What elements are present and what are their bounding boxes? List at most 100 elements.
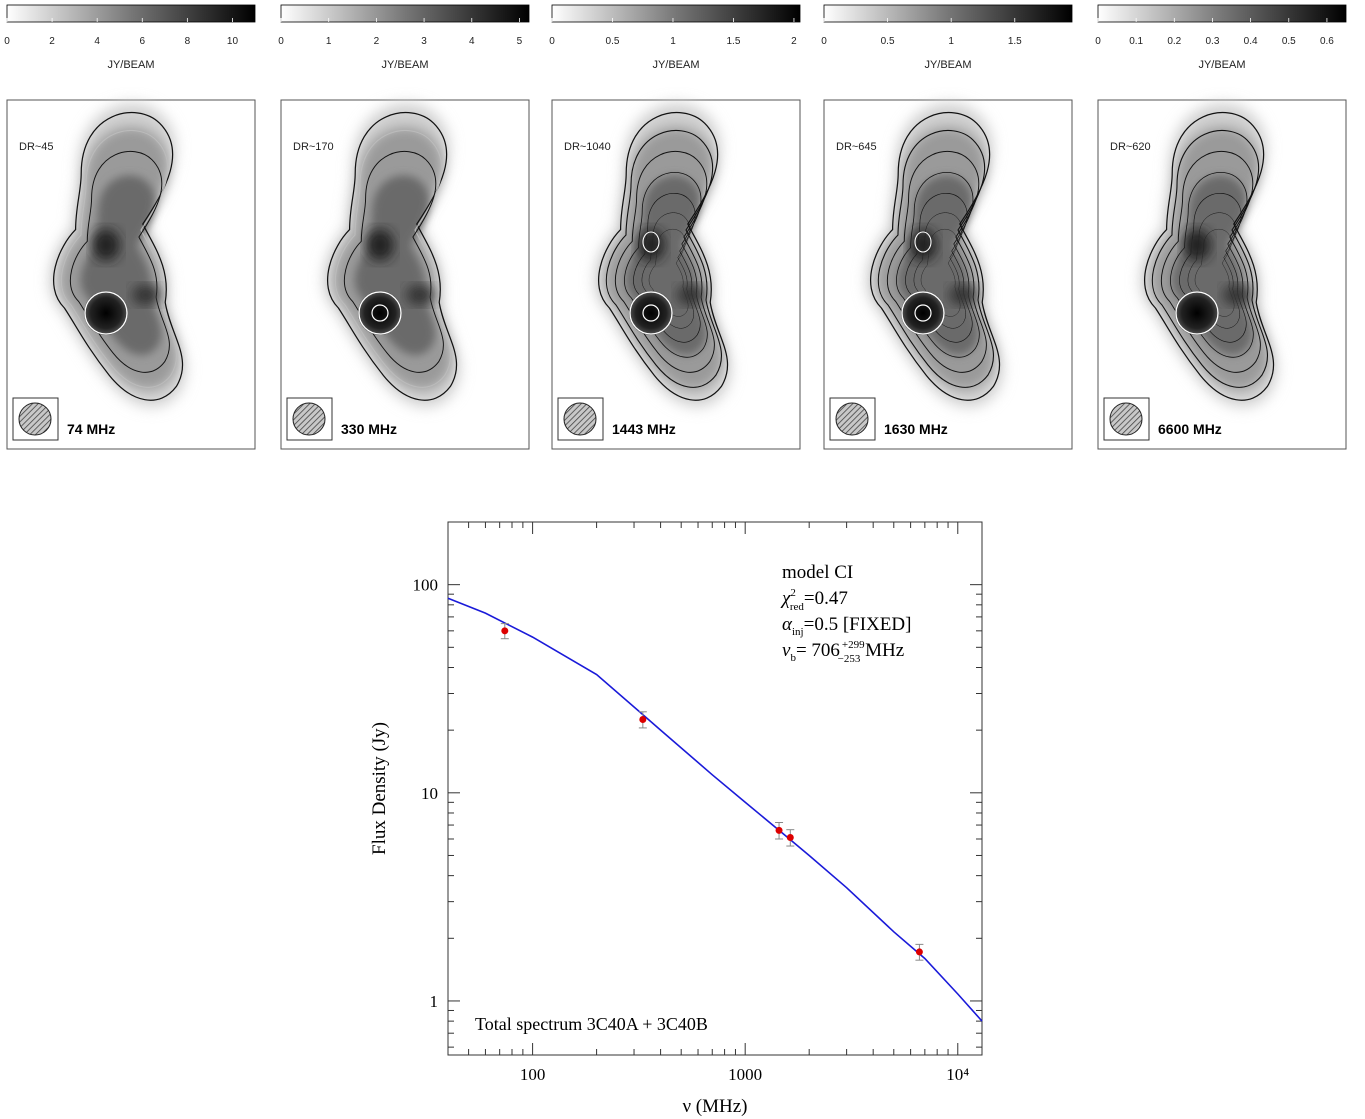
northern-hotspot: [1183, 229, 1211, 261]
data-point: [915, 948, 923, 956]
contour: [624, 171, 708, 358]
y-tick-label: 10: [421, 784, 438, 803]
colorbar-tick-label: 0: [278, 36, 284, 47]
colorbar-tick-label: 2: [791, 36, 797, 47]
core-contour: [1175, 291, 1219, 335]
annotation-unit: MHz: [860, 640, 904, 661]
beam-ellipse: [18, 402, 52, 436]
colorbar-tick-label: 0: [821, 36, 827, 47]
frequency-label: 330 MHz: [341, 421, 397, 437]
dynamic-range-label: DR~645: [836, 141, 877, 153]
contour: [1144, 111, 1275, 401]
data-point-group: [638, 711, 647, 729]
hotspot-contour: [914, 231, 932, 253]
colorbar-tick-label: 4: [94, 36, 100, 47]
northern-hotspot: [92, 229, 120, 261]
annotation-value: = 706: [796, 640, 840, 661]
annotation-line: αinj=0.5 [FIXED]: [782, 614, 911, 638]
beam-ellipse: [835, 402, 869, 436]
annotation-line: χ2 red=0.47: [780, 587, 848, 613]
annotation-sub: inj: [792, 626, 804, 638]
colorbar-tick-label: 5: [517, 36, 523, 47]
colorbar-tick-label: 8: [185, 36, 191, 47]
northern-hotspot: [366, 229, 394, 261]
map-panel: 0 0.1 0.2 0.3 0.4 0.5 0.6 JY/BEAM DR~620 6600 MHz: [1095, 4, 1347, 450]
core-contour: [84, 291, 128, 335]
colorbar-unit: JY/BEAM: [381, 59, 428, 71]
contour: [53, 111, 184, 401]
contour: [905, 193, 973, 343]
contour: [614, 151, 715, 373]
contour: [60, 130, 177, 388]
colorbar-tick-label: 3: [421, 36, 427, 47]
contour: [327, 111, 458, 401]
map-panel: 0 1 2 3 4 5 JY/BEAM DR~170 330 MHz: [278, 4, 530, 450]
contour: [913, 212, 966, 329]
colorbar-tick-label: 0.5: [881, 36, 895, 47]
eastern-knot: [132, 285, 160, 305]
colorbar-tick-label: 1: [326, 36, 332, 47]
spectrum-chart: 100 1000 10⁴ 1 10 100 ν (MHz) Flux Density (Jy)…: [369, 521, 983, 1117]
core-contour: [358, 291, 402, 335]
annotation-value: =0.5 [FIXED]: [804, 614, 912, 635]
eastern-knot: [677, 285, 705, 305]
data-point-group: [915, 943, 924, 961]
annotation-value: =0.47: [804, 588, 848, 609]
y-axis-label: Flux Density (Jy): [369, 722, 390, 855]
frequency-label: 6600 MHz: [1158, 421, 1222, 437]
contour: [598, 111, 729, 401]
plot-footer-label: Total spectrum 3C40A + 3C40B: [475, 1014, 708, 1034]
frequency-label: 1630 MHz: [884, 421, 948, 437]
colorbar-tick-label: 0: [4, 36, 10, 47]
colorbar-tick-label: 6: [139, 36, 145, 47]
dynamic-range-label: DR~45: [19, 141, 54, 153]
data-point: [786, 833, 794, 841]
colorbar: [1097, 4, 1347, 23]
core-source: [901, 291, 945, 335]
colorbar-tick-label: 1: [948, 36, 954, 47]
eastern-knot: [406, 285, 434, 305]
colorbar-tick-label: 0.2: [1167, 36, 1181, 47]
data-point: [639, 716, 647, 724]
colorbar-tick-label: 1.5: [1008, 36, 1022, 47]
colorbar-tick-label: 0.1: [1129, 36, 1143, 47]
y-tick-label: 1: [430, 992, 439, 1011]
frequency-label: 1443 MHz: [612, 421, 676, 437]
map-panel: 0 0.5 1 1.5 JY/BEAM DR~645 1630 MHz: [821, 4, 1073, 450]
plot-frame: [447, 521, 983, 1056]
annotation-sub: b: [790, 652, 796, 664]
colorbar-unit: JY/BEAM: [924, 59, 971, 71]
contour: [648, 229, 689, 317]
eastern-knot: [949, 285, 977, 305]
eastern-knot: [1223, 285, 1251, 305]
annotation-title: model CI: [782, 562, 853, 583]
northern-hotspot: [637, 229, 665, 261]
colorbar: [823, 4, 1073, 23]
data-point-group: [786, 829, 795, 847]
contour: [920, 229, 961, 317]
annotation-sub: red: [790, 601, 805, 613]
core-contour: [629, 291, 673, 335]
contour: [1187, 212, 1240, 329]
contour: [896, 171, 980, 358]
core-contour: [901, 291, 945, 335]
map-panel: 0 2 4 6 8 10 JY/BEAM DR~45 74 MHz: [4, 4, 256, 450]
contour: [641, 212, 694, 329]
colorbar: [280, 4, 530, 23]
annotation-err-down: −253: [838, 653, 861, 665]
core-source: [1175, 291, 1219, 335]
y-tick-label: 100: [413, 576, 439, 595]
data-point-group: [500, 623, 509, 640]
core-inner-contour: [642, 304, 660, 322]
beam-ellipse: [1109, 402, 1143, 436]
x-tick-label: 1000: [728, 1065, 762, 1084]
contour: [870, 111, 1001, 401]
frequency-label: 74 MHz: [67, 421, 115, 437]
annotation-line: νb= 706 +299 −253 MHz: [782, 639, 904, 665]
x-tick-label: 10⁴: [946, 1065, 969, 1084]
colorbar-unit: JY/BEAM: [107, 59, 154, 71]
annotation-symbol: α: [782, 614, 793, 635]
x-tick-label: 100: [520, 1065, 546, 1084]
colorbar-tick-label: 10: [227, 36, 239, 47]
